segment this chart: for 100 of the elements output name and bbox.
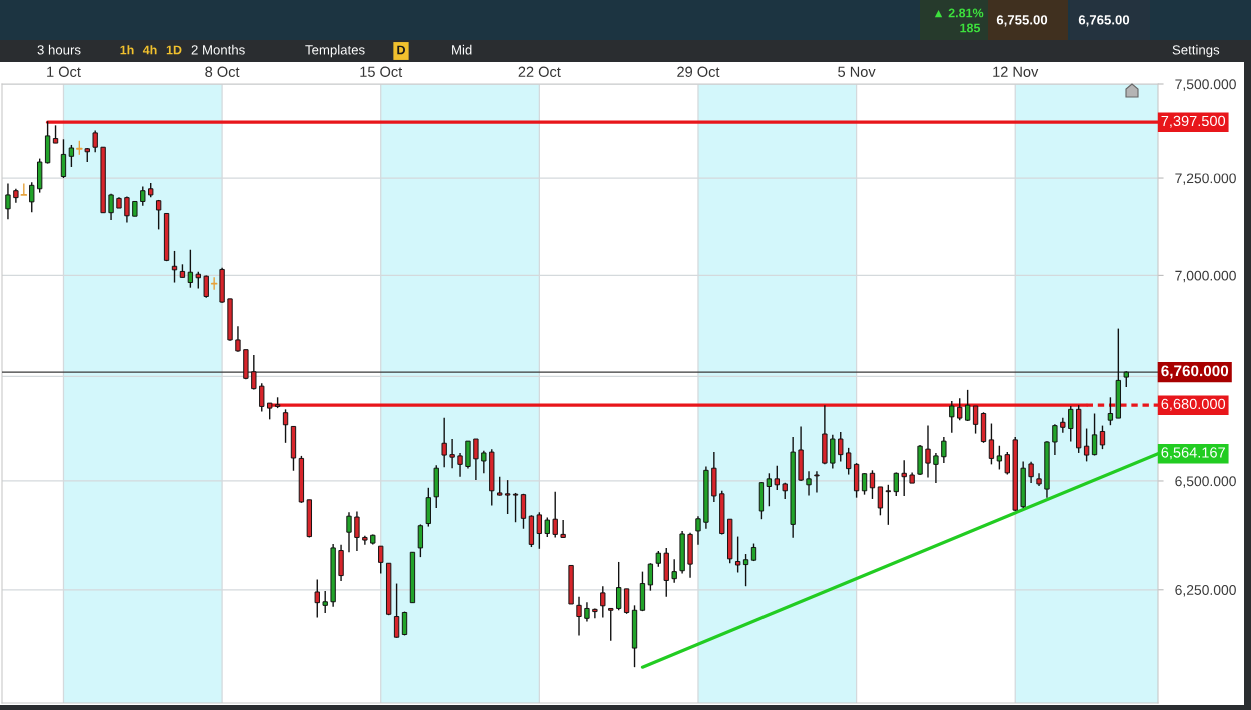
text: Mid xyxy=(452,44,472,55)
text: D xyxy=(397,45,405,55)
candlestick xyxy=(576,596,582,637)
candlestick xyxy=(734,535,741,574)
candlestick xyxy=(108,193,114,221)
candlestick xyxy=(544,516,550,538)
candlestick xyxy=(235,325,241,353)
text: Templates xyxy=(305,44,365,58)
candlestick xyxy=(949,400,955,434)
text: 185 xyxy=(960,23,981,33)
candlestick xyxy=(933,452,939,484)
candlestick xyxy=(512,492,519,523)
candlestick xyxy=(647,562,654,592)
y-tick-label: 6,250.000 xyxy=(1175,585,1236,597)
candlestick xyxy=(584,601,590,623)
data-label: 7,397.500 xyxy=(1161,115,1226,128)
x-tick-label: 12 Nov xyxy=(993,66,1039,77)
candlestick xyxy=(259,382,265,413)
candlestick xyxy=(378,545,384,575)
text: 2 Months xyxy=(191,44,245,55)
x-tick-label: 15 Oct xyxy=(360,66,403,77)
candlestick xyxy=(988,422,995,466)
text: 6,765.00 xyxy=(1078,15,1130,27)
candlestick xyxy=(520,493,527,530)
candlestick xyxy=(5,182,11,220)
candlestick xyxy=(20,182,28,196)
candlestick xyxy=(814,470,820,494)
candlestick xyxy=(925,424,931,479)
candlestick xyxy=(282,408,289,444)
candlestick xyxy=(1099,424,1106,450)
candlestick xyxy=(1004,451,1010,476)
candlestick xyxy=(893,471,899,497)
candlestick xyxy=(417,523,424,558)
ref-line-label: 6,760.000 xyxy=(1161,365,1229,379)
x-tick-label: 22 Oct xyxy=(518,66,561,77)
candlestick xyxy=(1028,461,1034,484)
candlestick xyxy=(346,511,352,553)
candlestick xyxy=(393,582,400,639)
candlestick xyxy=(60,138,67,179)
candlestick xyxy=(615,561,622,611)
candlestick xyxy=(92,129,98,153)
candlestick xyxy=(1107,396,1114,426)
y-tick-label: 6,500.000 xyxy=(1175,476,1236,488)
candlestick xyxy=(877,486,884,517)
text: 4h xyxy=(142,45,157,55)
candlestick xyxy=(861,472,868,496)
candlestick xyxy=(441,416,447,469)
candlestick xyxy=(996,445,1003,471)
text: 3 hours xyxy=(37,44,81,55)
candlestick xyxy=(29,181,35,214)
candlestick xyxy=(885,484,891,526)
candlestick xyxy=(671,558,677,584)
candlestick xyxy=(1068,405,1074,443)
candlestick xyxy=(473,438,479,481)
candlestick xyxy=(623,588,630,615)
candlestick xyxy=(481,450,487,474)
candlestick xyxy=(774,464,780,491)
candlestick xyxy=(497,476,503,497)
candlestick xyxy=(766,472,773,507)
candlestick xyxy=(941,436,947,464)
text: 1h xyxy=(120,45,134,55)
candlestick xyxy=(592,607,598,620)
candlestick xyxy=(742,553,749,587)
text: 1D xyxy=(166,45,182,55)
x-tick-label: 29 Oct xyxy=(677,66,720,77)
candlestick xyxy=(608,607,614,642)
candlestick xyxy=(552,490,558,539)
candlestick xyxy=(322,590,328,614)
data-label: 6,680.000 xyxy=(1161,398,1226,411)
candlestick xyxy=(449,438,455,469)
candlestick xyxy=(901,459,907,497)
candlestick xyxy=(251,354,257,391)
candlestick xyxy=(504,479,511,515)
candlestick xyxy=(210,276,218,291)
y-tick-label: 7,250.000 xyxy=(1175,173,1236,185)
candlestick xyxy=(1091,412,1098,457)
text: 6,755.00 xyxy=(996,15,1048,27)
candlestick xyxy=(457,452,463,478)
x-tick-label: 8 Oct xyxy=(205,66,240,77)
candlestick xyxy=(140,185,146,207)
candlestick xyxy=(1052,423,1058,456)
candlestick xyxy=(869,469,876,500)
candlestick xyxy=(314,578,320,619)
candlestick xyxy=(124,195,130,224)
candlestick xyxy=(536,511,543,550)
candlestick xyxy=(203,274,209,299)
data-label: 6,564.167 xyxy=(1161,447,1225,460)
text: ▲ 2.81% xyxy=(934,8,984,18)
text: Settings xyxy=(1172,44,1220,58)
candlestick xyxy=(68,144,75,168)
candlestick xyxy=(957,397,963,421)
candlestick xyxy=(972,405,979,435)
y-tick-label: 7,500.000 xyxy=(1175,79,1236,91)
candlestick xyxy=(964,389,971,422)
candlestick xyxy=(695,515,701,546)
candlestick xyxy=(600,585,606,619)
candlestick xyxy=(806,470,812,497)
candlestick xyxy=(354,510,360,552)
candlestick xyxy=(187,249,194,289)
x-tick-label: 1 Oct xyxy=(47,66,81,77)
